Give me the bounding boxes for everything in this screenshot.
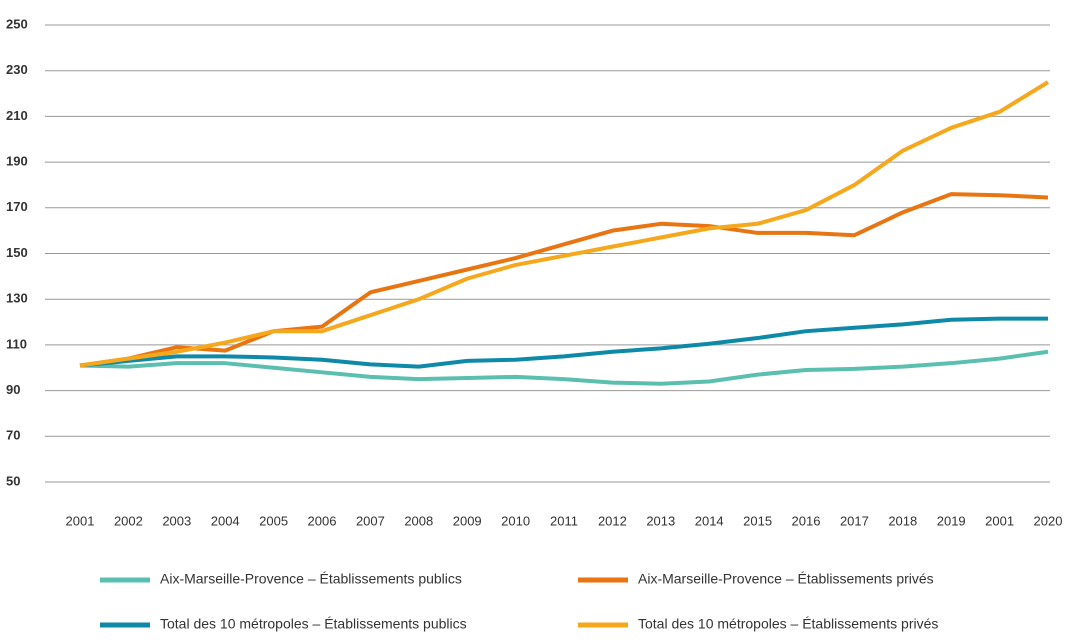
x-tick-label: 2015 — [743, 513, 772, 528]
y-tick-label: 170 — [6, 199, 28, 214]
y-tick-label: 130 — [6, 291, 28, 306]
x-tick-label: 2014 — [695, 513, 724, 528]
x-tick-label: 2001 — [985, 513, 1014, 528]
x-tick-label: 2006 — [308, 513, 337, 528]
x-tick-label: 2020 — [1034, 513, 1063, 528]
legend-label: Aix-Marseille-Provence – Établissements … — [638, 571, 934, 587]
legend-label: Total des 10 métropoles – Établissements… — [638, 616, 938, 632]
x-tick-label: 2017 — [840, 513, 869, 528]
x-tick-label: 2009 — [453, 513, 482, 528]
x-tick-label: 2005 — [259, 513, 288, 528]
x-tick-label: 2016 — [792, 513, 821, 528]
x-tick-label: 2003 — [162, 513, 191, 528]
series-line — [79, 349, 1049, 386]
x-tick-label: 2013 — [646, 513, 675, 528]
y-tick-label: 190 — [6, 154, 28, 169]
x-tick-label: 2018 — [888, 513, 917, 528]
x-tick-label: 2010 — [501, 513, 530, 528]
x-tick-label: 2019 — [937, 513, 966, 528]
x-tick-label: 2011 — [550, 513, 578, 528]
y-tick-label: 250 — [6, 16, 28, 31]
series-line — [79, 80, 1050, 368]
x-tick-label: 2002 — [114, 513, 143, 528]
y-tick-label: 70 — [6, 428, 20, 443]
y-tick-label: 210 — [6, 108, 28, 123]
series-line — [79, 316, 1048, 369]
x-tick-label: 2007 — [356, 513, 385, 528]
y-tick-label: 90 — [6, 382, 20, 397]
y-tick-label: 110 — [6, 336, 27, 351]
x-tick-label: 2004 — [211, 513, 240, 528]
x-tick-label: 2008 — [404, 513, 433, 528]
series-line — [79, 192, 1049, 368]
legend-label: Aix-Marseille-Provence – Établissements … — [160, 571, 462, 587]
x-tick-label: 2012 — [598, 513, 627, 528]
y-tick-label: 50 — [6, 473, 20, 488]
legend-label: Total des 10 métropoles – Établissements… — [160, 616, 467, 632]
y-tick-label: 150 — [6, 245, 28, 260]
x-tick-label: 2001 — [66, 513, 95, 528]
y-tick-label: 230 — [6, 62, 28, 77]
